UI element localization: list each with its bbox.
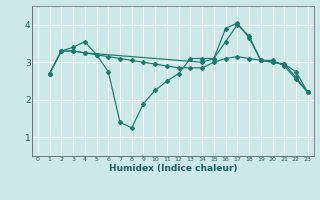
X-axis label: Humidex (Indice chaleur): Humidex (Indice chaleur) [108, 164, 237, 173]
